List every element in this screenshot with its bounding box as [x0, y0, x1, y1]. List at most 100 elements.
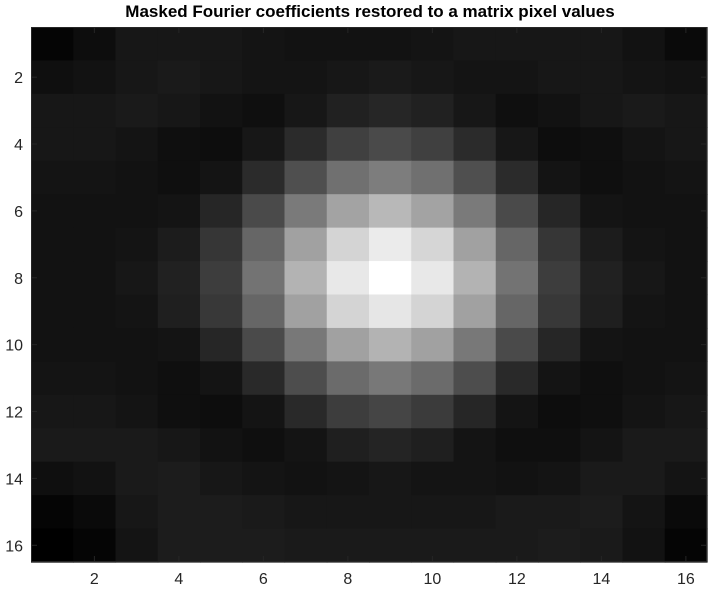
heatmap-cell-r8-c12 — [495, 261, 539, 296]
heatmap-cell-r7-c16 — [664, 227, 708, 262]
heatmap-cell-r3-c5 — [200, 93, 243, 128]
heatmap-cell-r8-c9 — [369, 261, 412, 296]
heatmap-cell-r11-c9 — [369, 361, 412, 396]
heatmap-cell-r6-c5 — [200, 194, 243, 229]
heatmap-cell-r8-c14 — [580, 261, 624, 296]
heatmap-cell-r9-c2 — [73, 294, 117, 329]
heatmap-cell-r4-c8 — [326, 127, 370, 162]
heatmap-cell-r12-c14 — [580, 394, 624, 429]
heatmap-cell-r5-c12 — [495, 160, 539, 195]
heatmap-cell-r4-c14 — [580, 127, 624, 162]
heatmap-cell-r13-c13 — [538, 428, 581, 463]
heatmap-cell-r11-c14 — [580, 361, 624, 396]
heatmap-cell-r8-c2 — [73, 261, 117, 296]
heatmap-cell-r7-c8 — [326, 227, 370, 262]
heatmap-cell-r10-c16 — [664, 327, 708, 362]
heatmap-cell-r10-c1 — [31, 327, 74, 362]
heatmap-cell-r2-c7 — [284, 60, 328, 95]
heatmap-cell-r11-c1 — [31, 361, 74, 396]
heatmap-cell-r7-c6 — [242, 227, 286, 262]
heatmap-cell-r5-c4 — [157, 160, 201, 195]
heatmap-cell-r13-c10 — [411, 428, 455, 463]
heatmap-cell-r2-c12 — [495, 60, 539, 95]
heatmap-cell-r11-c4 — [157, 361, 201, 396]
heatmap-cell-r8-c8 — [326, 261, 370, 296]
heatmap-cell-r7-c12 — [495, 227, 539, 262]
heatmap-cell-r6-c1 — [31, 194, 74, 229]
heatmap-cell-r15-c16 — [664, 495, 708, 530]
heatmap-cell-r5-c8 — [326, 160, 370, 195]
heatmap-cell-r2-c16 — [664, 60, 708, 95]
heatmap-cell-r1-c11 — [453, 27, 497, 62]
heatmap-cell-r2-c15 — [622, 60, 666, 95]
y-tick-label-4: 4 — [14, 137, 23, 154]
heatmap-cell-r14-c6 — [242, 461, 286, 496]
heatmap-cell-r13-c9 — [369, 428, 412, 463]
heatmap-cell-r6-c4 — [157, 194, 201, 229]
heatmap-cell-r16-c5 — [200, 528, 243, 563]
heatmap-cell-r10-c6 — [242, 327, 286, 362]
heatmap-cell-r14-c9 — [369, 461, 412, 496]
heatmap-cell-r13-c5 — [200, 428, 243, 463]
x-tick-label-2: 2 — [90, 571, 99, 588]
heatmap-cell-r8-c5 — [200, 261, 243, 296]
heatmap-cell-r9-c3 — [115, 294, 159, 329]
x-tick-label-14: 14 — [592, 571, 610, 588]
heatmap-cell-r11-c5 — [200, 361, 243, 396]
heatmap-cell-r15-c3 — [115, 495, 159, 530]
heatmap-cell-r14-c16 — [664, 461, 708, 496]
heatmap-cell-r13-c1 — [31, 428, 74, 463]
heatmap-cell-r6-c11 — [453, 194, 497, 229]
heatmap-cell-r2-c1 — [31, 60, 74, 95]
heatmap-cell-r6-c10 — [411, 194, 455, 229]
x-tick-label-8: 8 — [343, 571, 352, 588]
heatmap-cell-r4-c3 — [115, 127, 159, 162]
heatmap-cell-r6-c13 — [538, 194, 581, 229]
heatmap-cell-r12-c2 — [73, 394, 117, 429]
heatmap-cell-r11-c16 — [664, 361, 708, 396]
heatmap-cell-r3-c13 — [538, 93, 581, 128]
heatmap-cell-r14-c15 — [622, 461, 666, 496]
heatmap-cell-r14-c14 — [580, 461, 624, 496]
heatmap-cell-r9-c7 — [284, 294, 328, 329]
heatmap-cell-r3-c12 — [495, 93, 539, 128]
y-tick-label-8: 8 — [14, 271, 23, 288]
heatmap-cell-r5-c11 — [453, 160, 497, 195]
heatmap-cell-r5-c5 — [200, 160, 243, 195]
heatmap-cell-r6-c12 — [495, 194, 539, 229]
heatmap-cells — [31, 27, 708, 563]
heatmap-cell-r12-c8 — [326, 394, 370, 429]
heatmap-cell-r9-c10 — [411, 294, 455, 329]
heatmap-cell-r9-c9 — [369, 294, 412, 329]
heatmap-cell-r13-c3 — [115, 428, 159, 463]
heatmap-cell-r4-c10 — [411, 127, 455, 162]
heatmap-cell-r2-c10 — [411, 60, 455, 95]
heatmap-cell-r7-c15 — [622, 227, 666, 262]
heatmap-cell-r8-c6 — [242, 261, 286, 296]
heatmap-cell-r3-c8 — [326, 93, 370, 128]
heatmap-cell-r12-c16 — [664, 394, 708, 429]
heatmap-cell-r7-c2 — [73, 227, 117, 262]
heatmap-cell-r15-c13 — [538, 495, 581, 530]
heatmap-cell-r8-c7 — [284, 261, 328, 296]
heatmap-cell-r12-c10 — [411, 394, 455, 429]
heatmap-cell-r13-c16 — [664, 428, 708, 463]
heatmap-cell-r3-c15 — [622, 93, 666, 128]
axis-ticks — [31, 27, 707, 562]
heatmap-cell-r4-c4 — [157, 127, 201, 162]
heatmap-cell-r16-c11 — [453, 528, 497, 563]
y-tick-label-14: 14 — [5, 471, 23, 488]
heatmap-cell-r4-c1 — [31, 127, 74, 162]
heatmap-cell-r9-c8 — [326, 294, 370, 329]
heatmap-cell-r9-c15 — [622, 294, 666, 329]
heatmap-cell-r12-c3 — [115, 394, 159, 429]
heatmap-cell-r8-c3 — [115, 261, 159, 296]
axes-box — [31, 27, 707, 562]
heatmap-cell-r10-c5 — [200, 327, 243, 362]
heatmap-cell-r9-c4 — [157, 294, 201, 329]
heatmap-cell-r2-c8 — [326, 60, 370, 95]
heatmap-cell-r5-c6 — [242, 160, 286, 195]
heatmap-cell-r11-c10 — [411, 361, 455, 396]
heatmap-cell-r16-c3 — [115, 528, 159, 563]
heatmap-cell-r5-c15 — [622, 160, 666, 195]
